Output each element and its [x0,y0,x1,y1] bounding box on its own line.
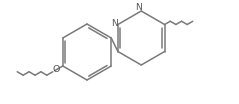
Text: N: N [135,4,142,12]
Text: N: N [111,19,118,28]
Text: O: O [53,65,60,74]
